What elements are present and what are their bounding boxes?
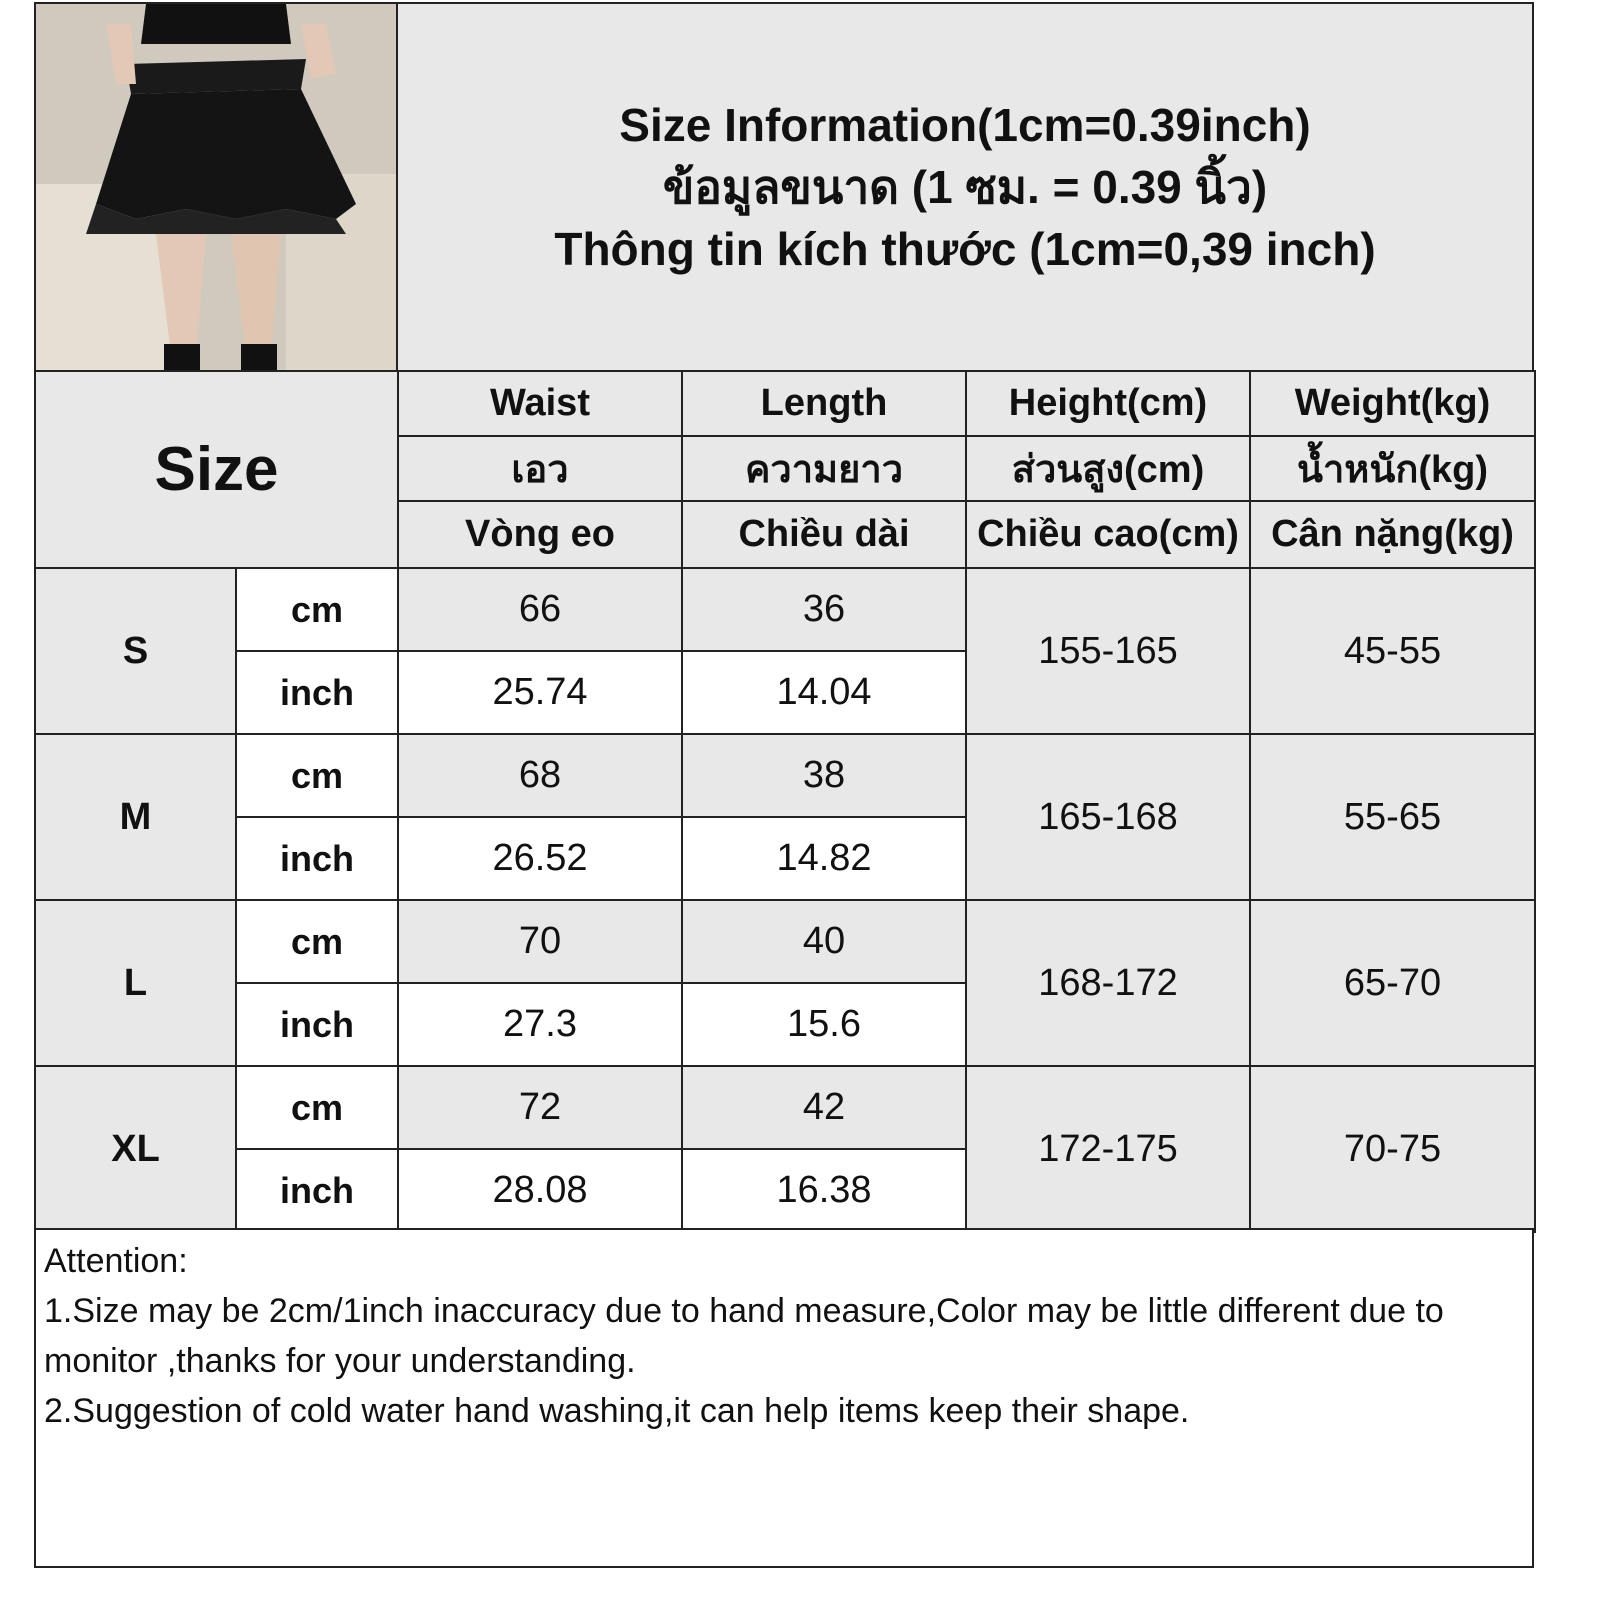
column-header-th: ส่วนสูง(cm)	[965, 435, 1251, 502]
size-label: XL	[34, 1065, 237, 1233]
notes-heading: Attention:	[44, 1242, 188, 1280]
size-label: L	[34, 899, 237, 1067]
length-inch: 16.38	[681, 1148, 967, 1233]
product-photo	[34, 2, 398, 372]
waist-inch: 27.3	[397, 982, 683, 1067]
column-header-vi: Cân nặng(kg)	[1249, 500, 1536, 569]
waist-cm: 66	[397, 567, 683, 652]
column-header-vi: Vòng eo	[397, 500, 683, 569]
column-header-vi: Chiều dài	[681, 500, 967, 569]
waist-inch: 28.08	[397, 1148, 683, 1233]
column-header-en: Length	[681, 370, 967, 437]
attention-notes: Attention: 1.Size may be 2cm/1inch inacc…	[34, 1228, 1534, 1568]
length-inch: 15.6	[681, 982, 967, 1067]
note-1: 1.Size may be 2cm/1inch inaccuracy due t…	[44, 1292, 1444, 1380]
title-vietnamese: Thông tin kích thước (1cm=0,39 inch)	[554, 223, 1376, 275]
column-header-vi: Chiều cao(cm)	[965, 500, 1251, 569]
weight-range: 65-70	[1249, 899, 1536, 1067]
unit-inch: inch	[235, 982, 399, 1067]
length-cm: 38	[681, 733, 967, 818]
unit-inch: inch	[235, 816, 399, 901]
length-cm: 40	[681, 899, 967, 984]
column-header-th: น้ำหนัก(kg)	[1249, 435, 1536, 502]
title-english: Size Information(1cm=0.39inch)	[619, 99, 1311, 151]
unit-cm: cm	[235, 567, 399, 652]
chart-title: Size Information(1cm=0.39inch) ข้อมูลขนา…	[396, 2, 1534, 372]
height-range: 165-168	[965, 733, 1251, 901]
weight-range: 70-75	[1249, 1065, 1536, 1233]
column-header-en: Height(cm)	[965, 370, 1251, 437]
waist-inch: 26.52	[397, 816, 683, 901]
title-thai: ข้อมูลขนาด (1 ซม. = 0.39 นิ้ว)	[662, 161, 1268, 213]
height-range: 155-165	[965, 567, 1251, 735]
waist-cm: 72	[397, 1065, 683, 1150]
length-cm: 36	[681, 567, 967, 652]
weight-range: 45-55	[1249, 567, 1536, 735]
length-cm: 42	[681, 1065, 967, 1150]
unit-cm: cm	[235, 1065, 399, 1150]
unit-inch: inch	[235, 650, 399, 735]
column-header-th: ความยาว	[681, 435, 967, 502]
unit-cm: cm	[235, 733, 399, 818]
waist-inch: 25.74	[397, 650, 683, 735]
size-label: S	[34, 567, 237, 735]
weight-range: 55-65	[1249, 733, 1536, 901]
size-label: M	[34, 733, 237, 901]
waist-cm: 70	[397, 899, 683, 984]
note-2: 2.Suggestion of cold water hand washing,…	[44, 1392, 1190, 1430]
unit-cm: cm	[235, 899, 399, 984]
height-range: 172-175	[965, 1065, 1251, 1233]
skirt-model-image	[36, 4, 396, 370]
column-header-en: Weight(kg)	[1249, 370, 1536, 437]
length-inch: 14.04	[681, 650, 967, 735]
size-header: Size	[34, 370, 399, 569]
unit-inch: inch	[235, 1148, 399, 1233]
waist-cm: 68	[397, 733, 683, 818]
length-inch: 14.82	[681, 816, 967, 901]
column-header-th: เอว	[397, 435, 683, 502]
height-range: 168-172	[965, 899, 1251, 1067]
column-header-en: Waist	[397, 370, 683, 437]
